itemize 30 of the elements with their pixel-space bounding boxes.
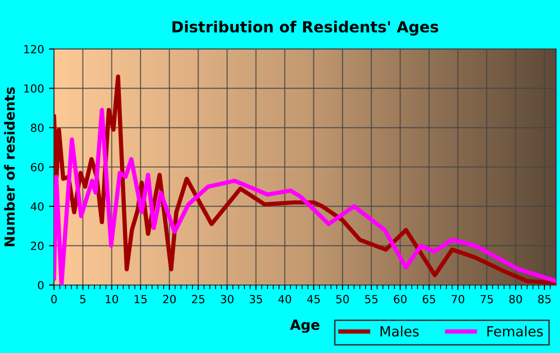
x-tick-label: 80 — [509, 294, 522, 304]
y-tick-label: 120 — [24, 44, 44, 54]
legend-label: Females — [487, 326, 543, 337]
chart-title: Distribution of Residents' Ages — [172, 20, 438, 36]
legend-label: Males — [380, 326, 419, 337]
x-tick-label: 85 — [538, 294, 551, 304]
x-tick-label: 20 — [163, 294, 176, 304]
x-tick-label: 30 — [220, 294, 234, 304]
x-tick-label: 5 — [80, 295, 86, 304]
x-axis-title: Age — [290, 320, 320, 333]
x-tick-label: 65 — [422, 294, 436, 304]
y-tick-label: 20 — [30, 242, 44, 250]
x-tick-label: 15 — [134, 295, 147, 304]
x-tick-label: 60 — [394, 294, 407, 304]
x-tick-label: 45 — [307, 295, 320, 304]
y-tick-label: 0 — [38, 280, 44, 290]
x-tick-label: 55 — [365, 295, 378, 304]
x-tick-label: 35 — [250, 294, 262, 304]
x-tick-label: 40 — [278, 294, 292, 304]
y-tick-label: 40 — [30, 202, 44, 211]
x-tick-label: 75 — [480, 295, 493, 304]
y-tick-label: 60 — [30, 162, 44, 172]
x-tick-label: 70 — [452, 294, 464, 304]
y-tick-label: 80 — [30, 124, 44, 132]
x-tick-label: 0 — [51, 294, 57, 304]
y-axis-title: Number of residents — [4, 87, 15, 246]
x-tick-label: 50 — [336, 294, 349, 304]
y-tick-label: 100 — [24, 84, 44, 93]
x-tick-label: 10 — [106, 294, 118, 304]
x-tick-label: 25 — [192, 294, 204, 304]
